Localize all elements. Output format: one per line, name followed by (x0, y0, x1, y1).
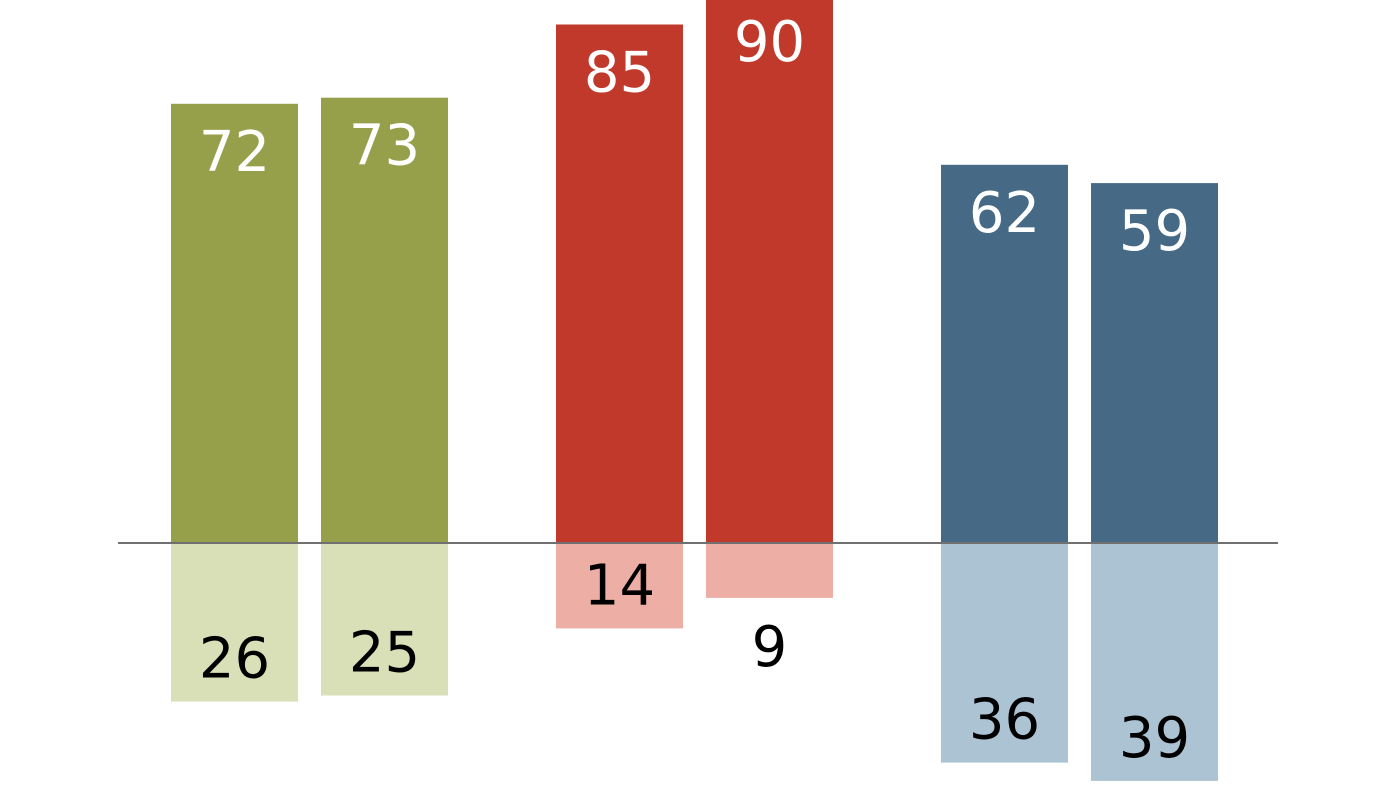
bar-negative-g1-b2 (321, 543, 448, 696)
bar-negative-g2-b1 (556, 543, 683, 629)
label-negative-g2-b2: 9 (752, 615, 788, 680)
bar-negative-g2-b2 (706, 543, 833, 598)
label-positive-g1-b2: 73 (349, 114, 420, 179)
bar-positive-g1-b1 (171, 103, 298, 544)
label-negative-g3-b2: 39 (1119, 706, 1190, 771)
label-negative-g1-b1: 26 (199, 627, 270, 692)
labels-layer: 72 26 73 25 85 14 90 9 62 36 59 39 (199, 10, 1190, 771)
bar-negative-g1-b1 (171, 543, 298, 702)
label-negative-g1-b2: 25 (349, 621, 420, 686)
bar-positive-g3-b1 (941, 164, 1068, 544)
label-negative-g2-b1: 14 (584, 553, 655, 618)
bar-positive-g3-b2 (1091, 183, 1218, 543)
bar-positive-g2-b1 (556, 24, 683, 543)
label-negative-g3-b1: 36 (969, 688, 1040, 753)
bar-negative-g3-b1 (941, 543, 1068, 763)
label-positive-g2-b1: 85 (584, 41, 655, 106)
label-positive-g3-b2: 59 (1119, 199, 1190, 264)
bar-negative-g3-b2 (1091, 543, 1218, 781)
label-positive-g1-b1: 72 (199, 120, 270, 185)
label-positive-g3-b1: 62 (969, 181, 1040, 246)
bar-positive-g2-b2 (706, 0, 833, 543)
bars-layer (171, 0, 1218, 781)
bar-positive-g1-b2 (321, 97, 448, 543)
label-positive-g2-b2: 90 (734, 10, 805, 75)
